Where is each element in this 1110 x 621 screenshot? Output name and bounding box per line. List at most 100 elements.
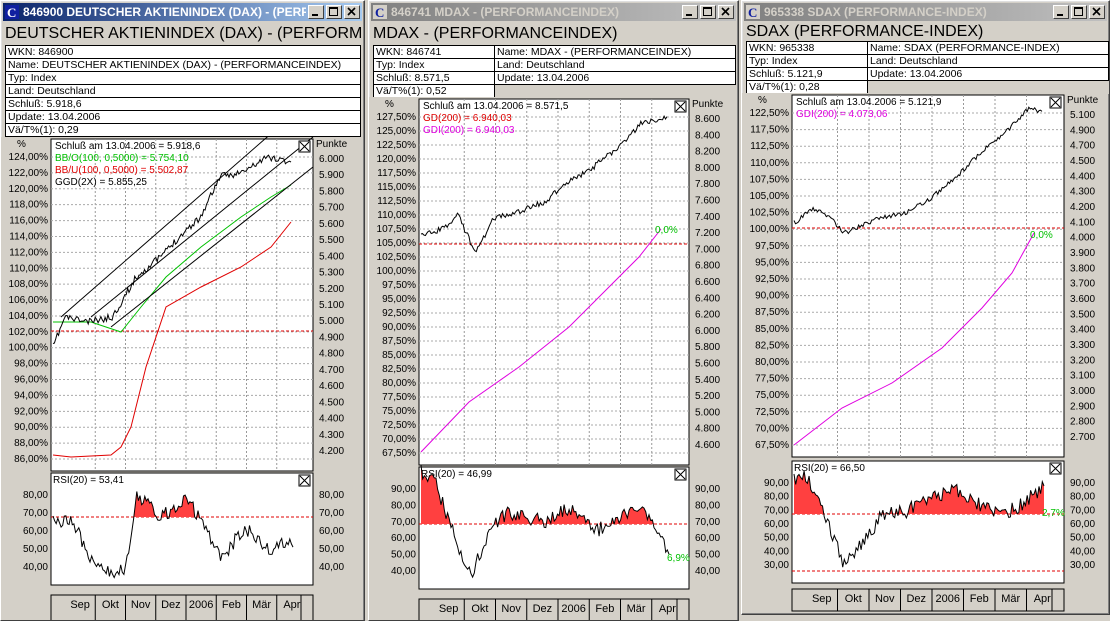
- close-button[interactable]: [718, 5, 734, 19]
- pct-tick-label: 82,50%: [382, 364, 416, 375]
- rsi-tick-left: 30,00: [764, 560, 789, 571]
- maximize-button[interactable]: [700, 5, 716, 19]
- pct-tick-label: 97,50%: [755, 241, 789, 252]
- rsi-tick-right: 80,00: [1070, 492, 1095, 503]
- minimize-button[interactable]: [308, 5, 324, 19]
- sdax-titlebar[interactable]: C 965338 SDAX (PERFORMANCE-INDEX): [744, 3, 1107, 21]
- pct-tick-label: 70,00%: [382, 434, 416, 445]
- rsi-tick-left: 40,00: [391, 566, 416, 577]
- price-tick-label: 7.200: [695, 228, 720, 239]
- typ-cell: Typ: Index: [746, 54, 868, 68]
- close-button[interactable]: [1089, 5, 1105, 19]
- maximize-button[interactable]: [326, 5, 342, 19]
- rsi-tick-left: 70,00: [391, 517, 416, 528]
- rsi-tick-right: 80,00: [695, 500, 720, 511]
- rsi-tick-right: 50,00: [1070, 533, 1095, 544]
- schluss-cell: Schluß: 8.571,5: [373, 71, 495, 85]
- price-unit-label: Punkte: [692, 99, 724, 110]
- pct-tick-label: 96,00%: [14, 375, 48, 386]
- pct-tick-label: 88,00%: [14, 438, 48, 449]
- pct-tick-label: 75,00%: [755, 390, 789, 401]
- rsi-tick-left: 40,00: [764, 546, 789, 557]
- rsi-tick-right: 60,00: [695, 533, 720, 544]
- pct-tick-label: 105,00%: [750, 191, 790, 202]
- wkn-cell: WKN: 846900: [5, 45, 361, 59]
- rsi-plot-area: [791, 460, 1065, 584]
- price-tick-label: 4.100: [1070, 217, 1095, 228]
- pct-tick-label: 110,00%: [377, 210, 416, 221]
- mdax-window[interactable]: C 846741 MDAX - (PERFORMANCEINDEX) MDAX …: [368, 0, 739, 621]
- pct-tick-label: 70,00%: [755, 423, 789, 434]
- price-tick-label: 5.400: [319, 251, 344, 262]
- legend-entry: Schluß am 13.04.2006 = 5.121,9: [796, 97, 942, 108]
- pct-tick-label: 100,00%: [9, 343, 49, 354]
- price-tick-label: 3.600: [1070, 294, 1095, 305]
- month-label: Okt: [102, 599, 119, 611]
- pct-tick-label: 110,00%: [750, 158, 789, 169]
- rsi-pct-label: 6,9%: [667, 553, 690, 564]
- pct-tick-label: 104,00%: [9, 311, 49, 322]
- pct-tick-label: 85,00%: [755, 324, 789, 335]
- pct-tick-label: 112,50%: [377, 196, 416, 207]
- pct-tick-label: 80,00%: [755, 357, 789, 368]
- price-tick-label: 5.700: [319, 203, 344, 214]
- price-plot-area: [418, 98, 690, 466]
- price-tick-label: 2.900: [1070, 401, 1095, 412]
- pct-tick-label: 86,00%: [14, 454, 48, 465]
- price-tick-label: 8.200: [695, 147, 720, 158]
- dax-window[interactable]: C 846900 DEUTSCHER AKTIENINDEX (DAX) - (…: [0, 0, 365, 621]
- vae-cell: Vä/T%(1): 0,29: [5, 123, 361, 137]
- price-tick-label: 3.500: [1070, 309, 1095, 320]
- rsi-label: RSI(20) = 53,41: [53, 475, 124, 486]
- price-tick-label: 4.600: [695, 440, 720, 451]
- month-label: 2006: [561, 603, 585, 615]
- price-tick-label: 6.000: [695, 326, 720, 337]
- price-tick-label: 5.800: [695, 342, 720, 353]
- price-tick-label: 5.500: [319, 235, 344, 246]
- sdax-window[interactable]: C 965338 SDAX (PERFORMANCE-INDEX) SDAX (…: [741, 0, 1110, 615]
- price-tick-label: 7.600: [695, 196, 720, 207]
- close-button[interactable]: [344, 5, 360, 19]
- dax-chart-area[interactable]: % 124,00% 122,00% 120,00% 118,00% 116,00% 114,…: [1, 137, 363, 620]
- pct-tick-label: 90,00%: [382, 322, 416, 333]
- dax-titlebar[interactable]: C 846900 DEUTSCHER AKTIENINDEX (DAX) - (…: [3, 3, 362, 21]
- legend-entry: GGD(2X) = 5.855,25: [55, 177, 147, 188]
- pct-tick-label: 122,00%: [9, 168, 49, 179]
- month-label: Apr: [659, 603, 676, 615]
- price-tick-label: 5.000: [695, 407, 720, 418]
- mdax-chart-area[interactable]: % 127,50% 125,00% 122,50% 120,00% 117,50% 115,…: [369, 97, 737, 620]
- app-c-icon: C: [5, 5, 19, 19]
- pct-tick-label: 90,00%: [14, 422, 48, 433]
- price-tick-label: 4.500: [1070, 156, 1095, 167]
- pct-tick-label: 94,00%: [14, 390, 48, 401]
- price-tick-label: 7.400: [695, 212, 720, 223]
- vae-cell: Vä/T%(1): 0,28: [746, 80, 868, 94]
- rsi-tick-right: 70,00: [319, 508, 344, 519]
- pct-tick-label: 117,50%: [750, 125, 789, 136]
- time-axis: [418, 598, 690, 620]
- minimize-button[interactable]: [682, 5, 698, 19]
- month-label: Feb: [222, 599, 241, 611]
- pct-tick-label: 97,50%: [382, 280, 416, 291]
- month-label: Dez: [533, 603, 553, 615]
- rsi-tick-right: 70,00: [1070, 505, 1095, 516]
- chart-svg: % 127,50% 125,00% 122,50% 120,00% 117,50% 115,…: [369, 97, 737, 620]
- price-tick-label: 2.700: [1070, 432, 1095, 443]
- rsi-tick-right: 50,00: [695, 550, 720, 561]
- rsi-tick-right: 30,00: [1070, 560, 1095, 571]
- sdax-chart-area[interactable]: % 122,50% 117,50% 112,50% 110,00% 107,50% 105,…: [742, 93, 1108, 613]
- chart-svg: % 124,00% 122,00% 120,00% 118,00% 116,00% 114,…: [1, 137, 363, 620]
- info-table: WKN: 965338 Name: SDAX (PERFORMANCE-INDEX…: [746, 41, 1109, 94]
- month-label: Okt: [845, 593, 862, 605]
- minimize-button[interactable]: [1053, 5, 1069, 19]
- name-cell: Name: MDAX - (PERFORMANCEINDEX): [494, 45, 736, 59]
- mdax-titlebar[interactable]: C 846741 MDAX - (PERFORMANCEINDEX): [371, 3, 736, 21]
- rsi-tick-right: 80,00: [319, 490, 344, 501]
- month-label: Mär: [1001, 593, 1020, 605]
- price-tick-label: 4.400: [319, 414, 344, 425]
- maximize-button[interactable]: [1071, 5, 1087, 19]
- price-tick-label: 4.700: [319, 365, 344, 376]
- pct-tick-label: 107,50%: [750, 174, 790, 185]
- price-tick-label: 6.800: [695, 261, 720, 272]
- rsi-tick-left: 60,00: [391, 533, 416, 544]
